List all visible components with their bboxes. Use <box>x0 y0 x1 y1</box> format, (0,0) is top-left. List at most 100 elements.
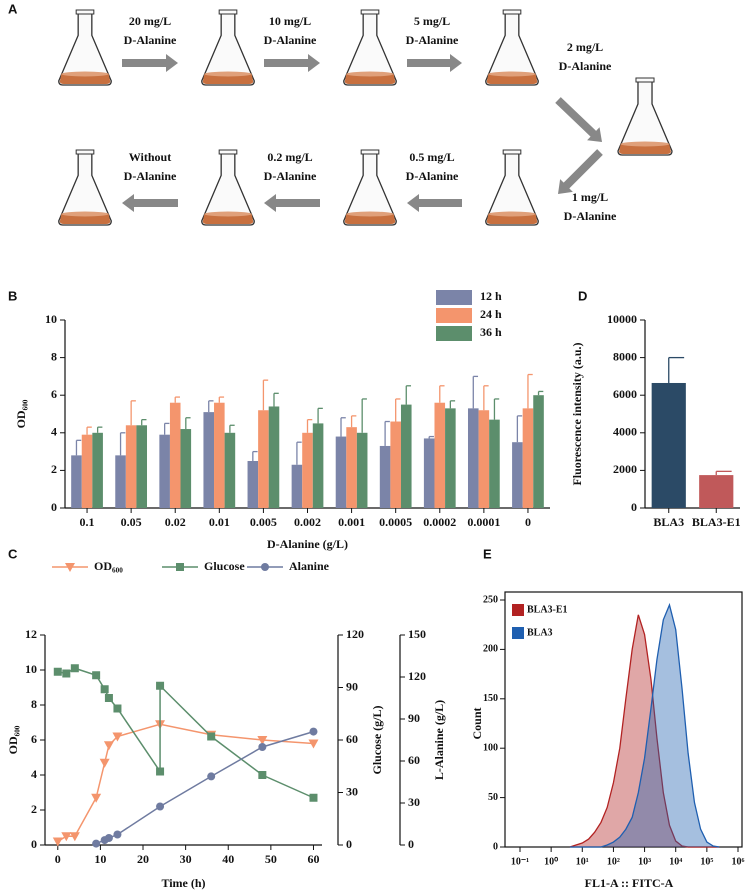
y-tick-label: 12 <box>25 627 37 641</box>
y-tick-label: 8000 <box>613 349 637 363</box>
x-tick-label: 0.0005 <box>379 515 412 529</box>
y-tick-label: 0 <box>493 841 498 852</box>
legend-label: Alanine <box>289 559 330 573</box>
x-tick-label: 0.0001 <box>467 515 500 529</box>
culture <box>202 74 254 84</box>
bar <box>489 419 500 508</box>
x-tick-label: 0.002 <box>294 515 321 529</box>
marker <box>70 664 79 673</box>
marker <box>65 563 75 572</box>
x-tick-label: 0.1 <box>80 515 95 529</box>
y-tick-label: 2 <box>31 802 37 816</box>
step-agent: D-Alanine <box>264 33 317 47</box>
arrow <box>264 54 320 72</box>
marker <box>92 671 101 680</box>
legend-label: 36 h <box>480 325 502 339</box>
legend-label: BLA3 <box>527 627 553 638</box>
bar <box>92 432 103 508</box>
x-tick-label: 30 <box>180 852 192 866</box>
marker <box>308 739 319 749</box>
y-tick-label: 30 <box>408 795 420 809</box>
marker <box>104 834 113 842</box>
flask <box>485 152 539 226</box>
culture <box>486 74 538 84</box>
bar <box>203 412 215 508</box>
x-tick-label: 0.01 <box>209 515 230 529</box>
legend-label: 24 h <box>480 307 502 321</box>
y-tick-label: 6 <box>51 387 57 401</box>
y-tick-label: 6000 <box>613 387 637 401</box>
step-concentration: 2 mg/L <box>567 40 603 54</box>
bar <box>390 421 401 508</box>
x-tick-label: 40 <box>222 852 234 866</box>
bar <box>81 434 93 508</box>
y-tick-label: 90 <box>408 711 420 725</box>
y3-axis-label: L-Alanine (g/L) <box>432 700 446 780</box>
marker <box>99 758 110 768</box>
y-tick-label: 4000 <box>613 425 637 439</box>
bar <box>125 425 137 508</box>
legend-swatch <box>436 326 472 341</box>
bar <box>335 436 347 508</box>
culture <box>202 214 254 224</box>
bar <box>180 429 192 508</box>
x-tick-label: 10⁰ <box>544 856 558 867</box>
x-tick-label: 0.0002 <box>423 515 456 529</box>
bar <box>400 404 412 508</box>
legend-label: BLA3-E1 <box>527 604 568 615</box>
x-tick-label: 50 <box>265 852 277 866</box>
bar <box>356 432 368 508</box>
bar <box>115 455 126 508</box>
y-axis-label: Count <box>470 707 484 739</box>
bar <box>533 395 544 508</box>
marker <box>156 767 165 776</box>
x-tick-label: 0 <box>525 515 531 529</box>
y-tick-label: 4 <box>31 767 37 781</box>
arrow <box>555 97 602 142</box>
bar <box>346 427 357 508</box>
y-tick-label: 100 <box>483 742 498 753</box>
y-tick-label: 0 <box>31 837 37 851</box>
step-concentration: 10 mg/L <box>269 14 311 28</box>
y-tick-label: 60 <box>408 753 420 767</box>
bar <box>169 402 181 508</box>
flask-rim <box>635 77 655 83</box>
arrow <box>407 194 462 212</box>
culture <box>59 74 111 84</box>
bar <box>434 402 446 508</box>
marker <box>156 802 165 811</box>
x-tick-label: BLA3 <box>653 515 684 529</box>
step-agent: D-Alanine <box>564 209 617 223</box>
culture-surface <box>61 211 109 217</box>
flask-rim <box>502 9 522 15</box>
bar <box>467 408 479 508</box>
y-tick-label: 0 <box>51 500 57 514</box>
flask <box>201 12 255 86</box>
bar <box>159 434 170 508</box>
y-tick-label: 0 <box>631 500 637 514</box>
marker <box>53 667 62 676</box>
step-agent: D-Alanine <box>406 33 459 47</box>
marker <box>258 771 267 779</box>
flask <box>617 80 673 156</box>
legend-label: Glucose <box>204 559 245 573</box>
bar <box>214 402 225 508</box>
series-line <box>57 667 314 799</box>
y-tick-label: 4 <box>51 425 57 439</box>
flask-rim <box>502 149 522 155</box>
x-tick-label: 10¹ <box>576 856 589 867</box>
step-concentration: Without <box>129 150 171 164</box>
marker <box>91 793 102 803</box>
y-tick-label: 120 <box>408 669 426 683</box>
y-axis-label: OD₆₀₀ <box>6 725 20 754</box>
flask <box>343 12 397 86</box>
marker <box>69 832 80 842</box>
flask-rim <box>218 9 238 15</box>
flask <box>58 12 112 86</box>
flask <box>201 152 255 226</box>
x-tick-label: 10⁴ <box>669 856 682 867</box>
culture <box>486 214 538 224</box>
flask-rim <box>75 149 95 155</box>
bar <box>224 432 236 508</box>
x-tick-label: 10³ <box>638 856 651 867</box>
